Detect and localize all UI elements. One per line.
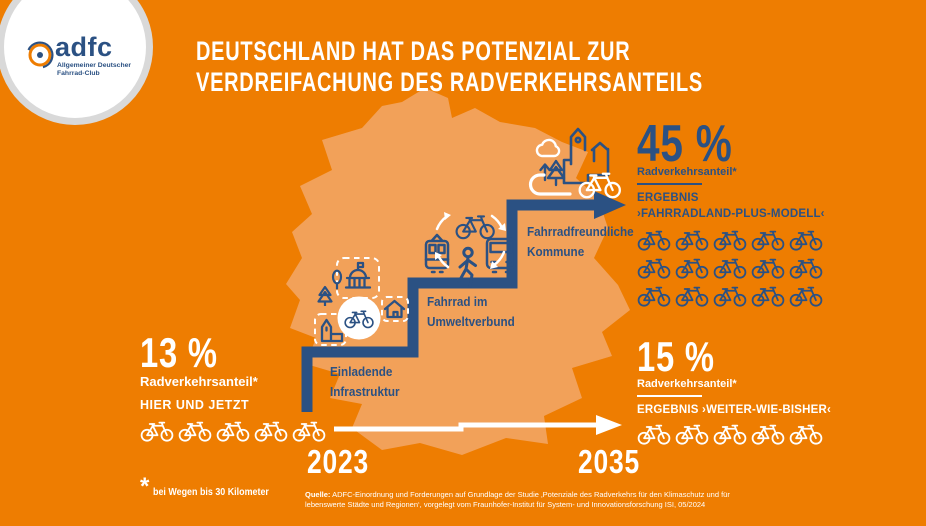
plus-model-bike-grid (637, 228, 832, 307)
timeline-arrow (334, 422, 596, 432)
step-label-line: Kommune (527, 244, 585, 259)
bicycle-icon (637, 286, 671, 307)
divider (637, 395, 702, 397)
capitol-icon (344, 261, 372, 289)
bicycle-icon (713, 424, 747, 445)
bicycle-icon (675, 258, 709, 279)
step-label-line: Infrastruktur (330, 384, 400, 399)
bicycle-icon (751, 424, 785, 445)
trees-icon (317, 269, 343, 306)
timeline-arrowhead (596, 415, 622, 435)
dashed-box-icon (381, 296, 409, 322)
cycle-arrowheads (435, 212, 506, 269)
logo-circle (0, 0, 153, 125)
bicycle-icon (178, 421, 212, 442)
current-share-section: 13 % Radverkehrsanteil* HIER UND JETZT (140, 332, 326, 442)
adfc-logo-subtitle-line-2: Fahrrad-Club (57, 70, 100, 77)
step-label-line: Fahrrad im (427, 294, 488, 309)
bicycle-icon (216, 421, 250, 442)
bicycle-icon (637, 424, 671, 445)
growth-staircase (301, 199, 594, 412)
bicycle-icon (637, 258, 671, 279)
tree-growth-icon (539, 159, 566, 187)
bicycle-icon (455, 215, 495, 240)
step-label-line: Einladende (330, 364, 393, 379)
bus-icon (485, 237, 517, 274)
adfc-logo-brand: adfc (55, 32, 113, 62)
bicycle-icon (751, 286, 785, 307)
plus-model-label: Radverkehrsanteil* (637, 166, 737, 178)
footnote-text: bei Wegen bis 30 Kilometer (153, 486, 270, 498)
baseline-bike-row (637, 422, 831, 445)
baseline-label: Radverkehrsanteil* (637, 378, 737, 390)
bicycle-icon (789, 424, 823, 445)
church-icon (320, 318, 344, 343)
bicycle-icon (789, 258, 823, 279)
plus-model-value: 45 % (637, 115, 733, 173)
current-share-sublabel: HIER UND JETZT (140, 398, 250, 412)
bicycle-icon (789, 286, 823, 307)
source-line-1: Quelle: ADFC-Einordnung und Forderungen … (305, 490, 745, 500)
bicycle-icon (637, 230, 671, 251)
step-label-kommune: Fahrradfreundliche Kommune (527, 222, 634, 262)
bicycle-icon (713, 230, 747, 251)
bicycle-icon (254, 421, 288, 442)
bicycle-icon (140, 421, 174, 442)
bicycle-icon (292, 421, 326, 442)
source-prefix: Quelle: (305, 490, 331, 499)
baseline-value: 15 % (637, 333, 715, 380)
mobility-cycle-icon (424, 212, 517, 288)
plus-model-result-line-2: ›FAHRRADLAND-PLUS-MODELL‹ (637, 208, 825, 220)
source-line-2: lebenswerte Städte und Regionen‘, vorgel… (305, 500, 706, 509)
page-title-line-1: DEUTSCHLAND HAT DAS POTENZIAL ZUR (196, 36, 631, 66)
step-label-infrastructure: Einladende Infrastruktur (330, 362, 400, 402)
bicycle-icon (751, 258, 785, 279)
current-share-value: 13 % (140, 329, 218, 376)
footnote-asterisk: * (140, 473, 150, 500)
year-start: 2023 (307, 443, 369, 480)
infrastructure-icon (314, 257, 409, 346)
bicycle-icon (713, 258, 747, 279)
step-label-line: Fahrradfreundliche (527, 224, 634, 239)
source-text-1: ADFC-Einordnung und Forderungen auf Grun… (332, 490, 730, 499)
footnote: * bei Wegen bis 30 Kilometer (140, 473, 290, 500)
page-title-line-2: VERDREIFACHUNG DES RADVERKEHRSANTEILS (196, 67, 703, 97)
bicycle-icon (713, 286, 747, 307)
growth-staircase-arrowhead (594, 191, 626, 219)
current-share-label: Radverkehrsanteil* (140, 374, 258, 389)
baseline-section: 15 % Radverkehrsanteil* ERGEBNIS ›WEITER… (637, 336, 831, 445)
adfc-logo-mark-icon (27, 41, 54, 69)
bicycle-icon (675, 424, 709, 445)
buildings-icon (562, 127, 610, 185)
current-bike-row (140, 419, 326, 442)
step-label-umweltverbund: Fahrrad im Umweltverbund (427, 292, 515, 332)
city-icon (528, 127, 621, 199)
page-title: DEUTSCHLAND HAT DAS POTENZIAL ZUR VERDRE… (196, 36, 703, 98)
year-end: 2035 (578, 443, 640, 480)
bicycle-icon (675, 230, 709, 251)
road-icon (528, 173, 572, 196)
divider (637, 183, 702, 185)
adfc-logo-subtitle-line-1: Allgemeiner Deutscher (57, 62, 132, 69)
adfc-logo-subtitle: Allgemeiner Deutscher Fahrrad-Club (57, 62, 131, 78)
house-icon (383, 299, 406, 319)
tram-icon (424, 233, 450, 274)
highlight-circle (337, 296, 381, 340)
plus-model-section: 45 % Radverkehrsanteil* ERGEBNIS ›FAHRRA… (637, 118, 832, 307)
bicycle-icon (675, 286, 709, 307)
bicycle-icon (789, 230, 823, 251)
pedestrian-icon (457, 246, 477, 288)
plus-model-result: ERGEBNIS ›FAHRRADLAND-PLUS-MODELL‹ (637, 190, 832, 222)
dashed-box-icon (336, 257, 380, 299)
bicycle-icon (578, 172, 621, 199)
dashed-box-icon (314, 313, 347, 346)
bicycle-icon (751, 230, 785, 251)
step-label-line: Umweltverbund (427, 314, 515, 329)
baseline-result: ERGEBNIS ›WEITER-WIE-BISHER‹ (637, 404, 832, 416)
plus-model-result-line-1: ERGEBNIS (637, 192, 699, 204)
source-note: Quelle: ADFC-Einordnung und Forderungen … (305, 490, 745, 510)
cloud-icon (535, 138, 561, 158)
